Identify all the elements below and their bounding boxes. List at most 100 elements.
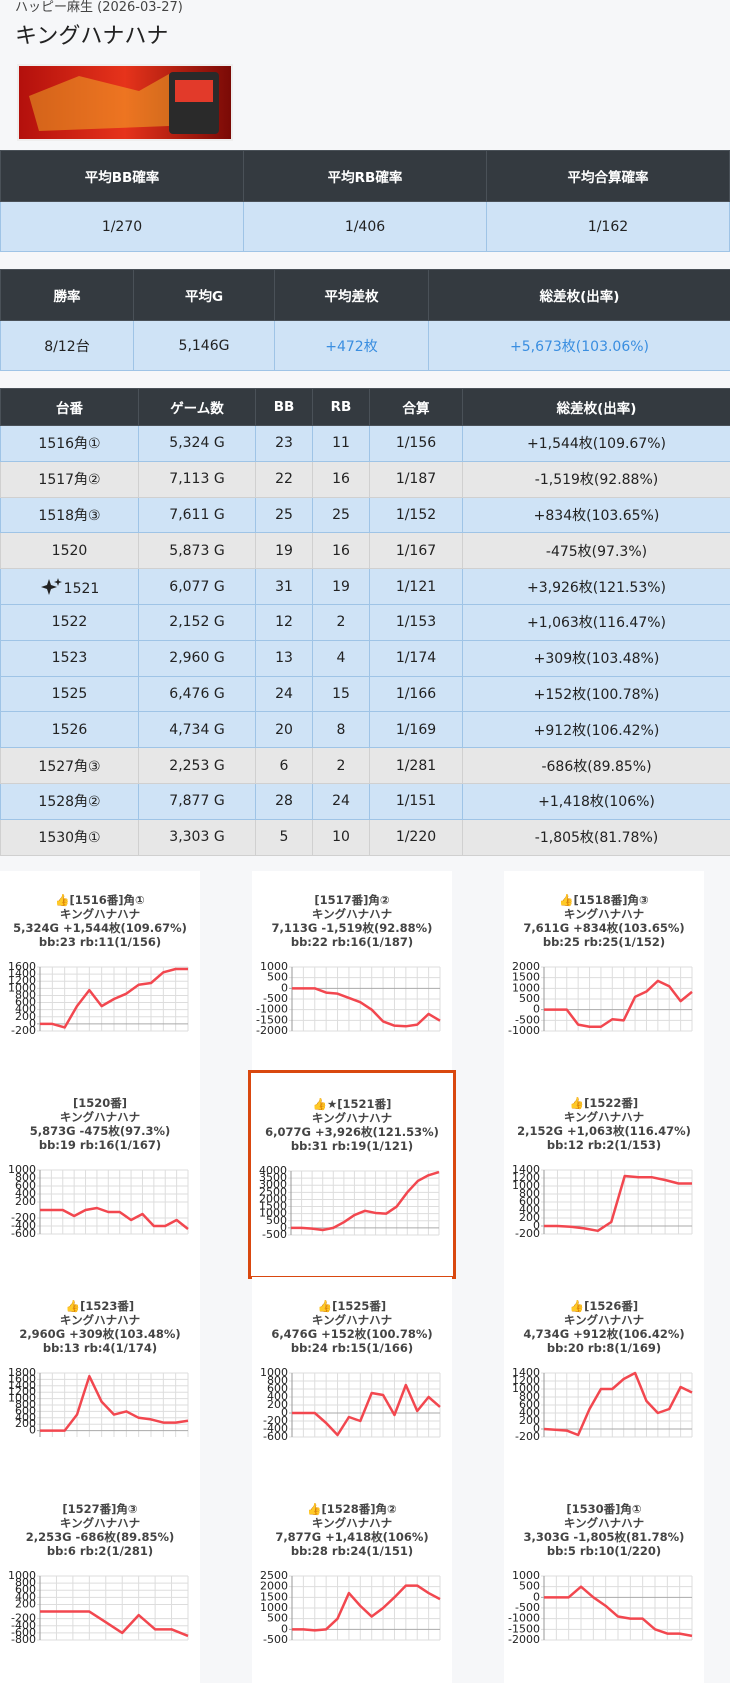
y-tick-label: 1000 xyxy=(8,1164,36,1176)
chart-caption: bb:19 rb:16(1/167) xyxy=(0,1138,200,1152)
cell-text: 31 xyxy=(275,579,293,595)
cell-text: 1528角② xyxy=(38,794,100,810)
chart-caption: キングハナハナ xyxy=(0,1313,200,1327)
chart-caption: キングハナハナ xyxy=(251,1111,453,1125)
chart-caption: bb:28 rb:24(1/151) xyxy=(252,1544,452,1558)
chart-caption: bb:23 rb:11(1/156) xyxy=(0,935,200,949)
table-cell: +3,926枚(121.53%) xyxy=(463,569,730,605)
cell-text: +1,063枚(116.47%) xyxy=(527,615,666,631)
chart-caption: キングハナハナ xyxy=(0,907,200,921)
table-cell: 1526 xyxy=(1,712,139,748)
chart-caption: [1530番]角① xyxy=(504,1502,704,1516)
table-cell: 1/156 xyxy=(370,426,463,462)
table-cell: +1,544枚(109.67%) xyxy=(463,426,730,462)
table-cell: 2 xyxy=(313,748,370,784)
table-cell: 1/281 xyxy=(370,748,463,784)
cell-text: 1527角③ xyxy=(38,759,100,775)
table-cell: 28 xyxy=(256,783,313,819)
cell-text: 1518角③ xyxy=(38,508,100,524)
cell-text: -1,805枚(81.78%) xyxy=(535,830,658,846)
column-header: 平均RB確率 xyxy=(244,151,487,202)
cell-text: 28 xyxy=(275,793,293,809)
data-line xyxy=(292,1385,440,1435)
cell-text: 1520 xyxy=(52,543,88,559)
table-cell: 1/220 xyxy=(370,819,463,855)
page: ハッピー麻生 (2026-03-27) キングハナハナ 平均BB確率平均RB確率… xyxy=(0,0,730,1642)
table-cell: 11 xyxy=(313,426,370,462)
cell-text: 1517角② xyxy=(38,472,100,488)
column-header: 平均BB確率 xyxy=(1,151,244,202)
table-cell: +309枚(103.48%) xyxy=(463,640,730,676)
table-cell: -1,805枚(81.78%) xyxy=(463,819,730,855)
chart-caption: bb:5 rb:10(1/220) xyxy=(504,1544,704,1558)
cell-text: 1/220 xyxy=(396,829,436,845)
column-header: 総差枚(出率) xyxy=(463,389,730,426)
y-tick-label: 2500 xyxy=(260,1570,288,1582)
table-cell: 2,253 G xyxy=(139,748,256,784)
cell-text: 1/166 xyxy=(396,686,436,702)
table-cell: 1/169 xyxy=(370,712,463,748)
column-header: 平均差枚 xyxy=(275,270,429,321)
cell-text: 15 xyxy=(332,686,350,702)
cell-text: 1525 xyxy=(52,686,88,702)
cell-text: 1530角① xyxy=(38,830,100,846)
chart-caption: 7,877G +1,418枚(106%) xyxy=(252,1530,452,1544)
table-cell: 2,152 G xyxy=(139,604,256,640)
cell-text: 5,873 G xyxy=(169,543,224,559)
table-cell: 23 xyxy=(256,426,313,462)
chart-caption: 5,324G +1,544枚(109.67%) xyxy=(0,921,200,935)
cell-text: +1,418枚(106%) xyxy=(538,794,655,810)
chart-caption: キングハナハナ xyxy=(0,1516,200,1530)
cell-text: 7,611 G xyxy=(169,507,224,523)
table-cell: 5,324 G xyxy=(139,426,256,462)
chart-caption: 6,476G +152枚(100.78%) xyxy=(252,1327,452,1341)
table-cell: 16 xyxy=(313,461,370,497)
cell-text: +3,926枚(121.53%) xyxy=(527,580,666,596)
chart-caption: [1517番]角② xyxy=(252,893,452,907)
chart-caption: 👍[1516番]角① xyxy=(0,893,200,907)
chart-caption: bb:12 rb:2(1/153) xyxy=(504,1138,704,1152)
table-cell: 24 xyxy=(313,783,370,819)
cell-text: -1,519枚(92.88%) xyxy=(535,472,658,488)
chart-caption: キングハナハナ xyxy=(504,907,704,921)
cell-text: 1526 xyxy=(52,722,88,738)
table-cell: 1522 xyxy=(1,604,139,640)
table-cell: 24 xyxy=(256,676,313,712)
y-tick-label: 1600 xyxy=(8,961,36,973)
store-date: ハッピー麻生 (2026-03-27) xyxy=(0,0,730,18)
chart-caption: キングハナハナ xyxy=(504,1313,704,1327)
data-line xyxy=(544,1176,692,1231)
summary-value: 1/162 xyxy=(487,202,730,252)
table-cell: 1527角③ xyxy=(1,748,139,784)
table-cell: 1/151 xyxy=(370,783,463,819)
table-cell: 1/187 xyxy=(370,461,463,497)
column-header: 平均合算確率 xyxy=(487,151,730,202)
y-tick-label: 1000 xyxy=(512,1570,540,1582)
table-cell: 13 xyxy=(256,640,313,676)
chart-caption: 2,253G -686枚(89.85%) xyxy=(0,1530,200,1544)
table-cell: 1525 xyxy=(1,676,139,712)
table-cell: 1530角① xyxy=(1,819,139,855)
cell-text: 19 xyxy=(275,543,293,559)
table-cell: 1517角② xyxy=(1,461,139,497)
table-cell: +152枚(100.78%) xyxy=(463,676,730,712)
table-cell: 6,476 G xyxy=(139,676,256,712)
table-cell: 2 xyxy=(313,604,370,640)
cell-text: +1,544枚(109.67%) xyxy=(527,436,666,452)
table-cell: 20 xyxy=(256,712,313,748)
chart-caption: 7,113G -1,519枚(92.88%) xyxy=(252,921,452,935)
